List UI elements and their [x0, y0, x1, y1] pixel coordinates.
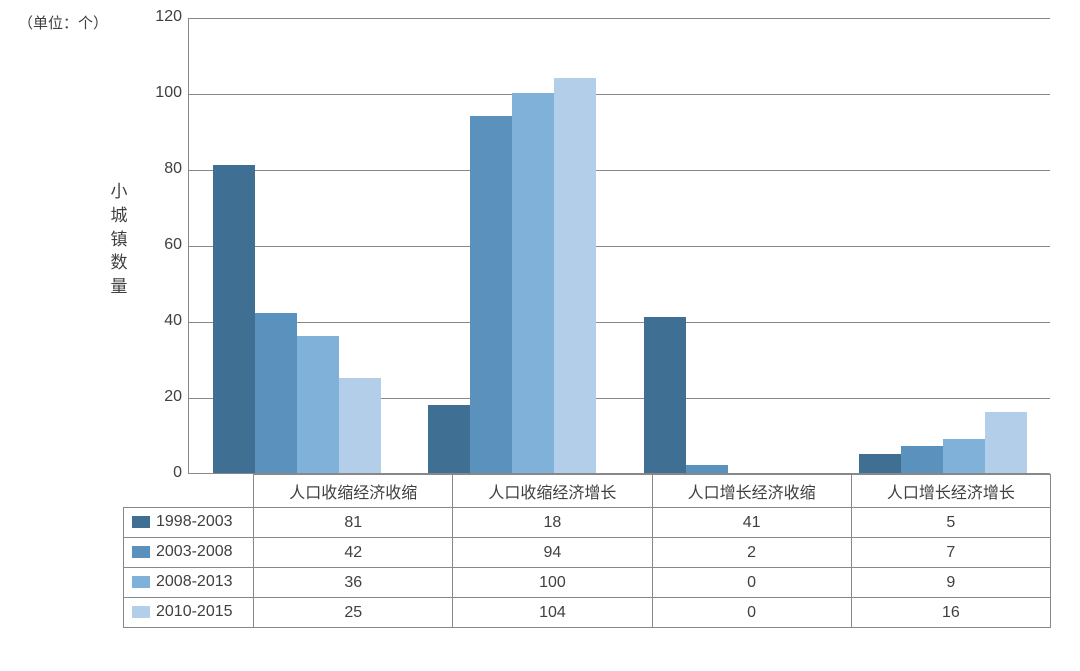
- unit-label: （单位：个）: [18, 12, 108, 33]
- legend-label: 2003-2008: [156, 543, 233, 560]
- table-cell: 104: [453, 598, 652, 628]
- bar: [255, 313, 297, 473]
- data-table: 人口收缩经济收缩人口收缩经济增长人口增长经济收缩人口增长经济增长 1998-200…: [123, 474, 1051, 628]
- ytick-label: 100: [142, 84, 182, 102]
- legend-label: 2010-2015: [156, 603, 233, 620]
- gridline: [189, 94, 1050, 95]
- legend-swatch: [132, 576, 150, 588]
- ytick-label: 40: [142, 312, 182, 330]
- ytick-label: 60: [142, 236, 182, 254]
- table-cell: 18: [453, 508, 652, 538]
- bar: [470, 116, 512, 473]
- bar: [339, 378, 381, 473]
- table-cell: 5: [851, 508, 1050, 538]
- gridline: [189, 322, 1050, 323]
- table-corner: [124, 475, 254, 508]
- table-cell: 81: [254, 508, 453, 538]
- bar: [644, 317, 686, 473]
- table-cell: 25: [254, 598, 453, 628]
- table-cell: 16: [851, 598, 1050, 628]
- bar: [943, 439, 985, 473]
- legend-swatch: [132, 516, 150, 528]
- table-cell: 7: [851, 538, 1050, 568]
- yaxis-title: 小城镇数量: [110, 180, 128, 299]
- legend-label: 1998-2003: [156, 513, 233, 530]
- table-cell: 36: [254, 568, 453, 598]
- bar: [428, 405, 470, 473]
- legend-cell: 2010-2015: [124, 598, 254, 628]
- category-header: 人口收缩经济收缩: [254, 475, 453, 508]
- bar: [512, 93, 554, 473]
- ytick-label: 80: [142, 160, 182, 178]
- gridline: [189, 18, 1050, 19]
- table-cell: 94: [453, 538, 652, 568]
- gridline: [189, 170, 1050, 171]
- legend-cell: 2008-2013: [124, 568, 254, 598]
- legend-cell: 1998-2003: [124, 508, 254, 538]
- bar: [985, 412, 1027, 473]
- bar: [901, 446, 943, 473]
- bar: [686, 465, 728, 473]
- gridline: [189, 246, 1050, 247]
- table-cell: 9: [851, 568, 1050, 598]
- bar: [554, 78, 596, 473]
- legend-label: 2008-2013: [156, 573, 233, 590]
- legend-swatch: [132, 546, 150, 558]
- plot-area: [188, 18, 1050, 474]
- category-header: 人口增长经济收缩: [652, 475, 851, 508]
- legend-cell: 2003-2008: [124, 538, 254, 568]
- bar: [213, 165, 255, 473]
- bar: [297, 336, 339, 473]
- category-header: 人口收缩经济增长: [453, 475, 652, 508]
- table-cell: 41: [652, 508, 851, 538]
- table-cell: 42: [254, 538, 453, 568]
- bar: [859, 454, 901, 473]
- table-cell: 100: [453, 568, 652, 598]
- table-cell: 2: [652, 538, 851, 568]
- table-cell: 0: [652, 598, 851, 628]
- table-cell: 0: [652, 568, 851, 598]
- ytick-label: 120: [142, 8, 182, 26]
- ytick-label: 20: [142, 388, 182, 406]
- chart-container: （单位：个） 小城镇数量 020406080100120 人口收缩经济收缩人口收…: [10, 10, 1070, 661]
- category-header: 人口增长经济增长: [851, 475, 1050, 508]
- legend-swatch: [132, 606, 150, 618]
